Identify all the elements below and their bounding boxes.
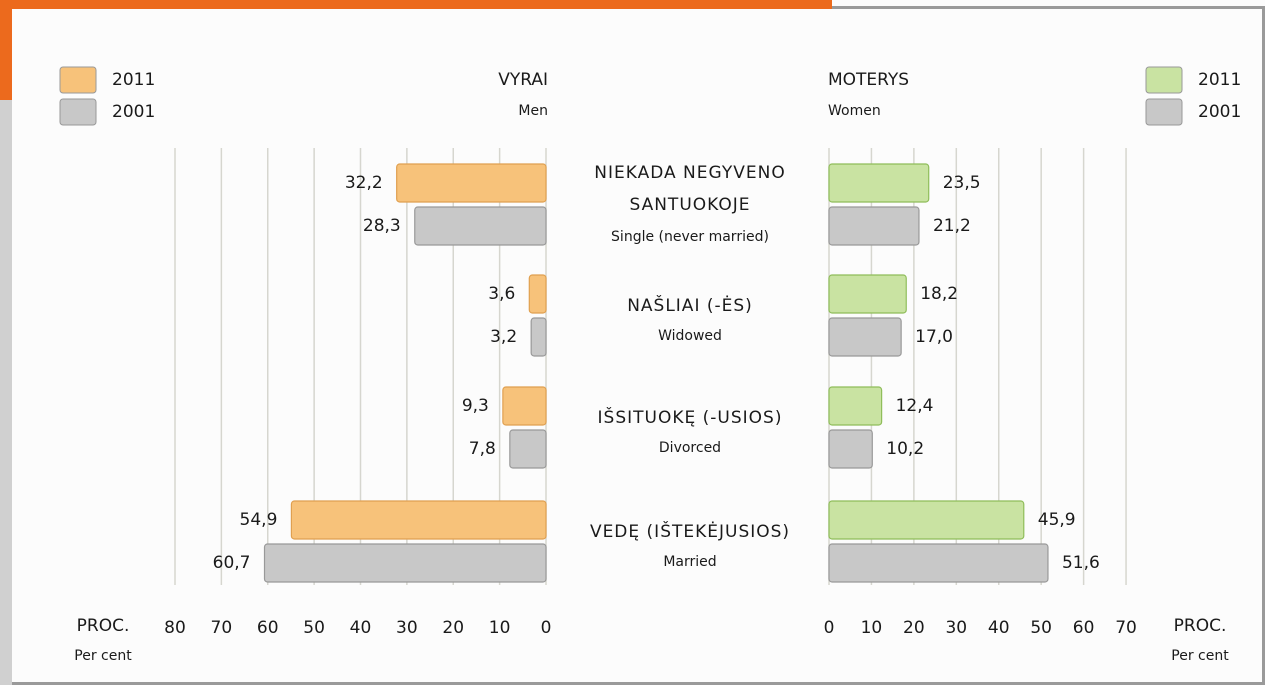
bar — [829, 275, 906, 313]
value-label: 10,2 — [886, 439, 924, 459]
x-tick-label: 20 — [903, 618, 925, 638]
x-tick-label: 60 — [1073, 618, 1095, 638]
bar — [510, 430, 546, 468]
axis-sublabel: Per cent — [1171, 648, 1229, 664]
category-sublabel: Widowed — [658, 328, 722, 344]
category-sublabel: Married — [663, 554, 716, 570]
value-label: 3,2 — [490, 327, 517, 347]
axis-label: PROC. — [1174, 616, 1227, 636]
category-sublabel: Divorced — [659, 440, 721, 456]
value-label: 28,3 — [363, 216, 401, 236]
x-tick-label: 30 — [396, 618, 418, 638]
panel-subtitle: Women — [828, 103, 881, 119]
legend-swatch — [1146, 67, 1182, 93]
bar — [829, 544, 1048, 582]
top-line — [832, 6, 1265, 9]
bar — [291, 501, 546, 539]
bar — [529, 275, 546, 313]
x-tick-label: 30 — [945, 618, 967, 638]
axis-sublabel: Per cent — [74, 648, 132, 664]
value-label: 12,4 — [896, 396, 934, 416]
chart: PROC. Per cent PROC. Per cent VYRAI Men 0 1… — [0, 0, 1265, 685]
bar — [531, 318, 546, 356]
value-label: 7,8 — [469, 439, 496, 459]
legend-label: 2001 — [1198, 102, 1241, 122]
x-tick-label: 70 — [1115, 618, 1137, 638]
panel-subtitle: Men — [518, 103, 548, 119]
bar — [415, 207, 546, 245]
bar — [829, 318, 901, 356]
x-tick-label: 50 — [1030, 618, 1052, 638]
x-tick-label: 60 — [257, 618, 279, 638]
x-tick-label: 10 — [489, 618, 511, 638]
panel-title: MOTERYS — [828, 70, 909, 90]
bar — [265, 544, 546, 582]
value-label: 32,2 — [345, 173, 383, 193]
background — [0, 0, 1265, 685]
value-label: 60,7 — [213, 553, 251, 573]
category-label: VEDĘ (IŠTEKĖJUSIOS) — [590, 520, 790, 542]
x-tick-label: 70 — [211, 618, 233, 638]
category-sublabel: Single (never married) — [611, 229, 769, 245]
bar — [397, 164, 546, 202]
side-strip — [0, 100, 12, 685]
bar — [829, 387, 882, 425]
x-tick-label: 20 — [442, 618, 464, 638]
bar — [829, 207, 919, 245]
legend-swatch — [60, 67, 96, 93]
top-bar — [0, 0, 832, 9]
value-label: 51,6 — [1062, 553, 1100, 573]
x-tick-label: 40 — [988, 618, 1010, 638]
axis-label: PROC. — [77, 616, 130, 636]
bar — [829, 164, 929, 202]
side-bar — [0, 0, 12, 100]
bar — [503, 387, 546, 425]
category-label: IŠSITUOKĘ (-USIOS) — [598, 406, 783, 428]
value-label: 23,5 — [943, 173, 981, 193]
value-label: 3,6 — [488, 284, 515, 304]
legend-label: 2011 — [112, 70, 155, 90]
x-tick-label: 0 — [541, 618, 552, 638]
value-label: 18,2 — [920, 284, 958, 304]
x-tick-label: 10 — [861, 618, 883, 638]
x-tick-label: 0 — [824, 618, 835, 638]
x-tick-label: 40 — [350, 618, 372, 638]
value-label: 54,9 — [240, 510, 278, 530]
panel-title: VYRAI — [498, 70, 548, 90]
legend-label: 2001 — [112, 102, 155, 122]
category-label: NAŠLIAI (-ĖS) — [627, 294, 753, 316]
x-tick-label: 50 — [303, 618, 325, 638]
bar — [829, 501, 1024, 539]
x-tick-label: 80 — [164, 618, 186, 638]
legend-swatch — [60, 99, 96, 125]
value-label: 21,2 — [933, 216, 971, 236]
legend-label: 2011 — [1198, 70, 1241, 90]
value-label: 9,3 — [462, 396, 489, 416]
legend-swatch — [1146, 99, 1182, 125]
value-label: 17,0 — [915, 327, 953, 347]
bar — [829, 430, 872, 468]
value-label: 45,9 — [1038, 510, 1076, 530]
